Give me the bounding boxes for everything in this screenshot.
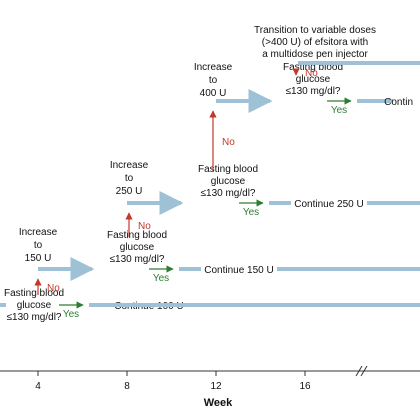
check-label: ≤130 mg/dl? xyxy=(110,254,165,265)
no-label: No xyxy=(138,221,151,232)
x-tick-label: 12 xyxy=(210,381,222,392)
check-label: Fasting blood xyxy=(283,62,343,73)
yes-label: Yes xyxy=(243,207,259,218)
continue-label: Continue 150 U xyxy=(204,265,274,276)
check-label: ≤130 mg/dl? xyxy=(286,86,341,97)
increase-label: Increase xyxy=(110,160,149,171)
x-tick-label: 4 xyxy=(35,381,41,392)
x-tick-label: 8 xyxy=(124,381,130,392)
check-label: glucose xyxy=(211,176,246,187)
increase-label: 250 U xyxy=(116,186,143,197)
increase-label: to xyxy=(209,75,218,86)
no-label: No xyxy=(47,283,60,294)
increase-label: to xyxy=(125,173,134,184)
increase-label: Increase xyxy=(19,227,58,238)
continue-label-bg xyxy=(291,195,367,209)
no-label: No xyxy=(222,137,235,148)
x-axis-label: Week xyxy=(204,397,233,409)
transition-label: a multidose pen injector xyxy=(262,49,368,60)
check-label: ≤130 mg/dl? xyxy=(201,188,256,199)
continue-label-bg xyxy=(201,261,277,275)
increase-label: to xyxy=(34,240,43,251)
check-label: glucose xyxy=(296,74,331,85)
check-label: glucose xyxy=(17,300,52,311)
check-label: Fasting blood xyxy=(107,230,167,241)
continue-label: Continue 250 U xyxy=(294,199,364,210)
continue-label-bg xyxy=(393,93,420,107)
transition-label: Transition to variable doses xyxy=(254,25,376,36)
yes-label: Yes xyxy=(63,309,79,320)
x-tick-label: 16 xyxy=(299,381,311,392)
increase-label: 400 U xyxy=(200,88,227,99)
axis-break-mark xyxy=(360,365,368,377)
continue-label: Contin xyxy=(384,97,413,108)
transition-label: (>400 U) of efsitora with xyxy=(262,37,368,48)
yes-label: Yes xyxy=(153,273,169,284)
increase-label: Increase xyxy=(194,62,233,73)
no-label: No xyxy=(305,68,318,79)
check-label: Fasting blood xyxy=(4,288,64,299)
increase-label: 150 U xyxy=(25,253,52,264)
check-label: ≤130 mg/dl? xyxy=(7,312,62,323)
axis-break-mark xyxy=(355,365,363,377)
check-label: glucose xyxy=(120,242,155,253)
yes-label: Yes xyxy=(331,105,347,116)
check-label: Fasting blood xyxy=(198,164,258,175)
